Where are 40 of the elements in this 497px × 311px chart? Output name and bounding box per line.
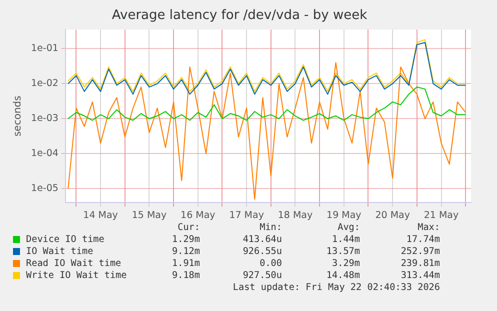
text: 313.44m bbox=[400, 270, 440, 281]
y-tick-label: 1e-02 bbox=[31, 78, 58, 90]
x-tick-label: 15 May bbox=[132, 210, 167, 221]
y-axis-title: seconds bbox=[12, 96, 24, 137]
text: Avg: bbox=[338, 222, 360, 233]
x-tick-label: 18 May bbox=[278, 210, 313, 221]
text: Min: bbox=[260, 222, 282, 233]
text: 1.44m bbox=[332, 234, 360, 245]
text: 252.97m bbox=[400, 246, 440, 257]
text: 927.50u bbox=[242, 270, 282, 281]
text: 9.18m bbox=[172, 270, 200, 281]
text: Cur: bbox=[176, 222, 200, 234]
legend-label: Read IO Wait time bbox=[26, 258, 122, 270]
text: 13.57m bbox=[326, 246, 360, 257]
chart-title: Average latency for /dev/vda - by week bbox=[112, 8, 368, 24]
text: 239.81m bbox=[400, 258, 440, 269]
x-tick-label: 17 May bbox=[229, 210, 264, 221]
x-tick-label: 21 May bbox=[424, 210, 460, 221]
text: 17.74m bbox=[406, 234, 440, 245]
x-tick-label: 20 May bbox=[375, 210, 410, 221]
text: 3.29m bbox=[332, 258, 360, 269]
text: 0.00 bbox=[260, 258, 282, 269]
text: 1.29m bbox=[171, 234, 200, 246]
text: 926.55u bbox=[242, 246, 282, 257]
legend-label: IO Wait time bbox=[26, 246, 94, 258]
y-tick-label: 1e-01 bbox=[31, 43, 58, 54]
text: 1.91m bbox=[172, 258, 200, 269]
y-tick-label: 1e-05 bbox=[31, 183, 58, 194]
text: 14.48m bbox=[326, 270, 360, 281]
legend-label: Write IO Wait time bbox=[26, 270, 127, 282]
x-tick-label: 14 May bbox=[83, 210, 118, 221]
legend-label: Device IO time bbox=[26, 234, 104, 246]
text: Max: bbox=[418, 222, 440, 233]
x-tick-label: 19 May bbox=[326, 210, 362, 221]
text: 413.64u bbox=[242, 234, 282, 245]
x-tick-label: 16 May bbox=[180, 210, 216, 221]
text: Last update: Fri May 22 02:40:33 2026 bbox=[232, 282, 440, 294]
text: 9.12m bbox=[171, 246, 200, 258]
y-tick-label: 1e-03 bbox=[31, 113, 58, 124]
y-tick-label: 1e-04 bbox=[31, 148, 58, 160]
